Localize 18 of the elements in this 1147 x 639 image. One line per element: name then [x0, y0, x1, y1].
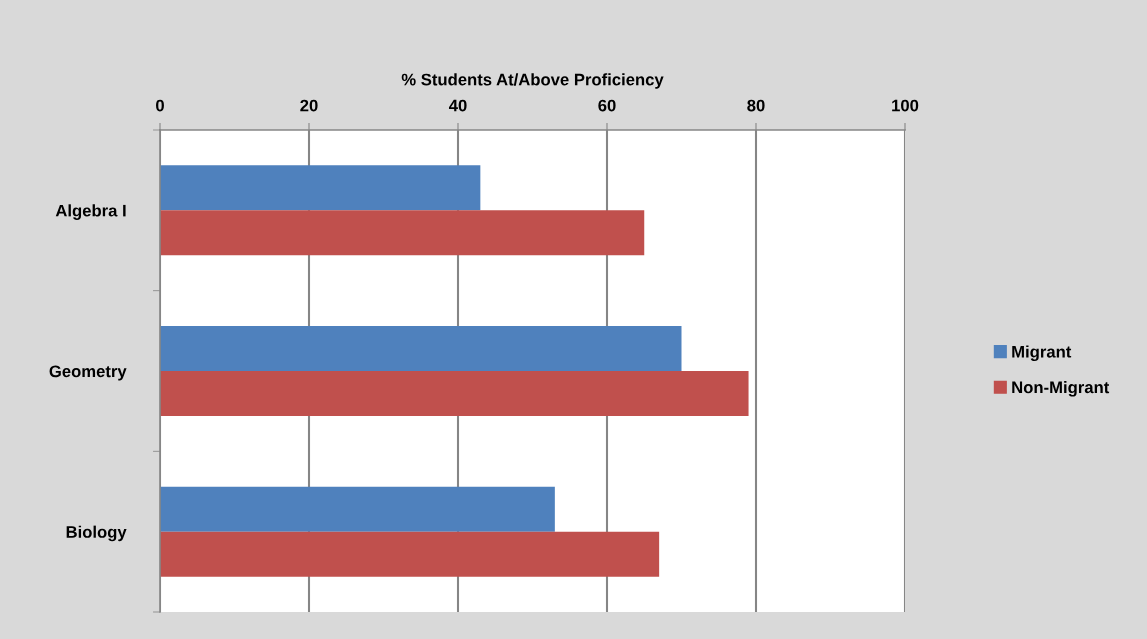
y-tick-label: Geometry — [49, 365, 127, 381]
x-axis-title: % Students At/Above Proficiency — [401, 73, 664, 89]
x-tick-label: 100 — [892, 99, 919, 112]
bar — [160, 486, 555, 532]
x-tick-label: 60 — [598, 99, 616, 112]
legend-label: Non-Migrant — [1012, 381, 1110, 397]
x-tick-label: 0 — [156, 99, 164, 112]
bar — [160, 326, 682, 371]
x-tick-label: 20 — [300, 99, 318, 112]
bar — [160, 371, 749, 416]
y-tick-label: Algebra I — [55, 204, 126, 220]
x-tick-label: 40 — [448, 99, 467, 112]
bar — [160, 210, 645, 256]
bar — [160, 165, 481, 211]
legend-label: Migrant — [1012, 345, 1072, 361]
bar — [160, 531, 660, 577]
x-tick-label: 80 — [747, 99, 765, 112]
y-tick-label: Biology — [66, 525, 127, 542]
